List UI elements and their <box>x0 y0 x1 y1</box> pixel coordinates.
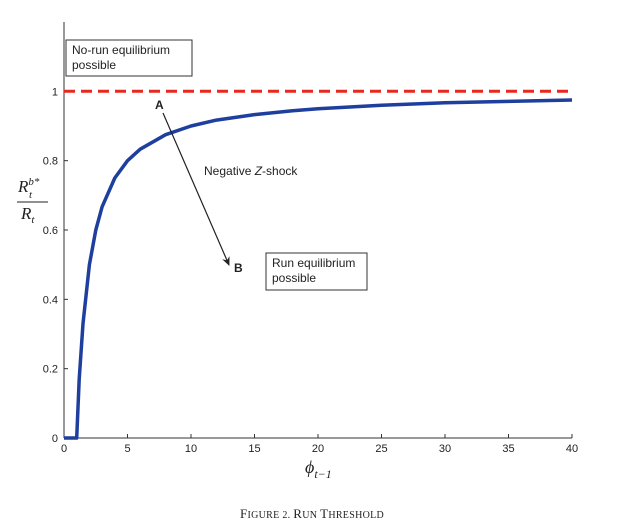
y-tick-label: 0.2 <box>43 364 58 376</box>
y-label-denominator: Rt <box>20 204 35 226</box>
shock-arrow <box>162 112 230 266</box>
x-tick-label: 35 <box>502 443 514 455</box>
no-run-line-1: No-run equilibrium <box>72 43 170 57</box>
y-tick-label: 0 <box>52 433 58 445</box>
x-tick-label: 0 <box>61 443 67 455</box>
caption-igure: IGURE 2. <box>247 510 293 521</box>
run-annotation: Run equilibrium possible <box>265 252 368 291</box>
caption-r: R <box>293 506 302 521</box>
no-run-line-2: possible <box>72 58 116 72</box>
chart-series <box>64 89 573 440</box>
x-tick-label: 10 <box>185 443 197 455</box>
no-run-box <box>65 39 193 77</box>
x-tick-label: 25 <box>375 443 387 455</box>
x-tick-label: 15 <box>248 443 260 455</box>
y-num-sub: t <box>29 189 33 201</box>
x-tick-label: 5 <box>124 443 130 455</box>
caption-f: F <box>240 506 248 521</box>
y-den-sub: t <box>31 214 35 226</box>
run-box <box>265 252 368 291</box>
caption-hreshold: HRESHOLD <box>328 510 384 521</box>
run-line-1: Run equilibrium <box>272 256 355 270</box>
x-axis-label: ϕt−1 <box>305 457 332 481</box>
x-tick-label: 30 <box>439 443 451 455</box>
y-num-main: R <box>17 177 29 196</box>
no-run-annotation: No-run equilibrium possible <box>65 39 193 77</box>
threshold-curve <box>64 98 573 440</box>
x-label-main: ϕ <box>305 457 314 477</box>
x-tick-label: 40 <box>566 443 578 455</box>
arrow-label: Negative Z-shock <box>204 164 298 178</box>
caption-t: T <box>320 506 328 521</box>
y-tick-label: 0.4 <box>43 294 58 306</box>
point-b-label: B <box>234 261 243 275</box>
y-tick-label: 1 <box>52 86 58 98</box>
y-tick-label: 0.8 <box>43 156 58 168</box>
point-a-label: A <box>155 98 164 112</box>
x-label-sub: t−1 <box>314 467 331 481</box>
caption-un: UN <box>302 510 320 521</box>
run-line-2: possible <box>272 271 316 285</box>
y-den-main: R <box>20 204 32 223</box>
chart-ticks: 0 5 10 15 20 25 30 35 40 0 0.2 0.4 0.6 0.8 1 <box>43 86 578 455</box>
y-axis-label: Rb* t Rt <box>17 176 48 226</box>
chart-axes <box>63 22 572 439</box>
arrow-label-prefix: Negative <box>204 164 255 178</box>
arrow-label-suffix: -shock <box>262 164 298 178</box>
x-tick-label: 20 <box>312 443 324 455</box>
y-label-numerator: Rb* <box>17 176 40 196</box>
y-tick-label: 0.6 <box>43 225 58 237</box>
arrow-label-z: Z <box>254 164 263 178</box>
y-num-sup: b* <box>28 176 40 188</box>
figure-caption: FIGURE 2. RUN THRESHOLD <box>240 506 384 521</box>
